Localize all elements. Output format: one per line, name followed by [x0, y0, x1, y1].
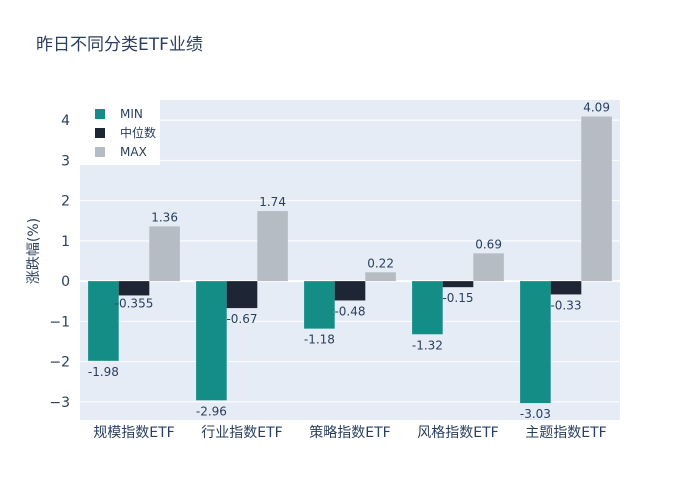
x-tick-label: 规模指数ETF [93, 425, 174, 441]
legend[interactable]: MIN 中位数 MAX [80, 100, 160, 165]
bar[interactable] [412, 281, 443, 335]
x-tick-label: 风格指数ETF [417, 425, 498, 441]
data-label: -0.48 [334, 304, 365, 318]
y-axis-title: 涨跌幅(%) [26, 218, 42, 284]
legend-swatch[interactable] [95, 109, 105, 119]
bar[interactable] [473, 253, 504, 282]
y-tick-label: 0 [61, 274, 70, 290]
data-label: -2.96 [196, 404, 227, 418]
bar[interactable] [304, 281, 335, 329]
legend-swatch[interactable] [95, 147, 105, 157]
bar[interactable] [365, 272, 396, 282]
bar[interactable] [149, 226, 180, 282]
data-label: -3.03 [520, 407, 551, 421]
y-tick-label: −1 [49, 314, 70, 330]
chart-title: 昨日不同分类ETF业绩 [36, 35, 203, 55]
bar[interactable] [118, 281, 150, 296]
data-label: 1.74 [259, 195, 286, 209]
bar[interactable] [581, 116, 612, 282]
bar[interactable] [550, 281, 582, 295]
y-tick-label: −2 [49, 355, 70, 371]
data-label: -1.98 [88, 365, 119, 379]
data-label: 0.22 [367, 256, 394, 270]
data-label: -0.67 [226, 312, 257, 326]
legend-label[interactable]: MIN [120, 107, 143, 121]
y-axis-ticks: −3 −2 −1 0 1 2 3 4 [49, 113, 70, 411]
bar[interactable] [442, 281, 474, 288]
data-label: -1.18 [304, 333, 335, 347]
data-label: -0.33 [550, 298, 581, 312]
bar[interactable] [257, 211, 288, 282]
bar[interactable] [88, 281, 119, 361]
legend-swatch[interactable] [95, 128, 105, 138]
data-label: 4.09 [583, 101, 610, 115]
x-axis-ticks: 规模指数ETF 行业指数ETF 策略指数ETF 风格指数ETF 主题指数ETF [93, 424, 606, 441]
data-label: -0.15 [442, 291, 473, 305]
data-label: 0.69 [475, 237, 502, 251]
y-tick-label: 4 [61, 113, 70, 129]
bar[interactable] [196, 281, 227, 401]
data-labels: -1.98 -0.355 1.36 -2.96 -0.67 1.74 -1.18 -0.48 0… [88, 101, 610, 422]
y-tick-label: 2 [61, 194, 70, 210]
data-label: -0.355 [115, 296, 154, 310]
legend-label[interactable]: MAX [120, 145, 147, 159]
bar[interactable] [226, 281, 258, 309]
x-tick-label: 行业指数ETF [201, 425, 282, 441]
legend-background [80, 100, 160, 165]
bar[interactable] [334, 281, 366, 301]
y-tick-label: −3 [49, 395, 70, 411]
data-label: -1.32 [412, 338, 443, 352]
bars [88, 116, 612, 404]
y-tick-label: 3 [61, 153, 70, 169]
data-label: 1.36 [151, 210, 178, 224]
y-tick-label: 1 [61, 234, 70, 250]
bar[interactable] [520, 281, 551, 404]
legend-label[interactable]: 中位数 [120, 125, 156, 140]
x-tick-label: 主题指数ETF [525, 425, 606, 441]
x-tick-label: 策略指数ETF [309, 424, 390, 441]
